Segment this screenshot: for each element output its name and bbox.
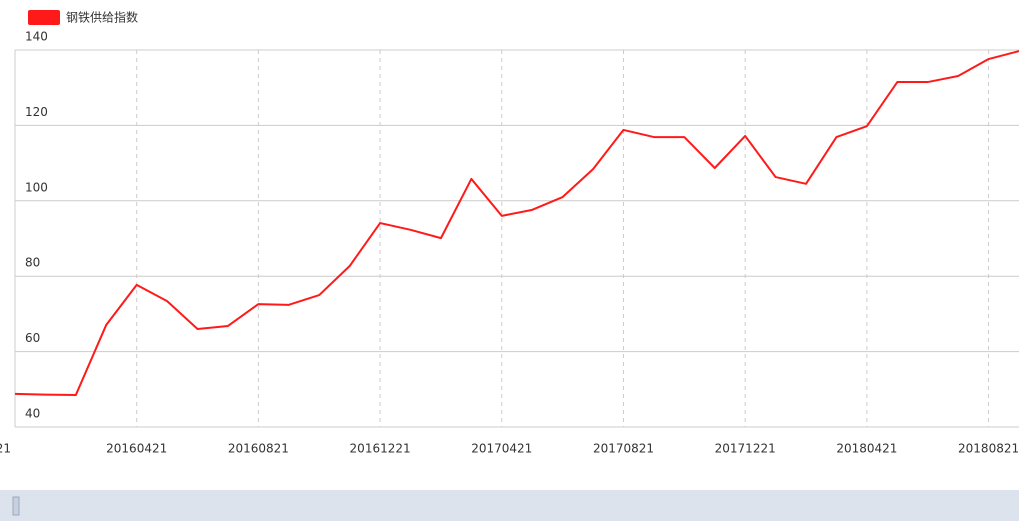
y-tick-label: 40 xyxy=(25,407,40,421)
x-tick-label: 20161221 xyxy=(350,442,411,456)
zoom-handle[interactable] xyxy=(12,496,20,516)
legend-label: 钢铁供给指数 xyxy=(66,10,138,25)
legend-swatch xyxy=(28,10,60,25)
y-tick-label: 80 xyxy=(25,256,40,270)
y-tick-label: 60 xyxy=(25,331,40,345)
x-tick-label: 20180421 xyxy=(836,442,897,456)
x-tick-label: 20170421 xyxy=(471,442,532,456)
x-tick-label: 20171221 xyxy=(715,442,776,456)
data-line xyxy=(14,50,1019,396)
y-tick-label: 140 xyxy=(25,30,48,44)
x-tick-label: 20151221 xyxy=(0,442,11,456)
y-tick-label: 100 xyxy=(25,180,48,194)
x-tick-label: 20170821 xyxy=(593,442,654,456)
x-tick-label: 20180821 xyxy=(958,442,1019,456)
x-tick-label: 20160821 xyxy=(228,442,289,456)
x-tick-label: 20160421 xyxy=(106,442,167,456)
data-zoom-slider[interactable] xyxy=(0,490,1019,521)
y-tick-label: 120 xyxy=(25,105,48,119)
